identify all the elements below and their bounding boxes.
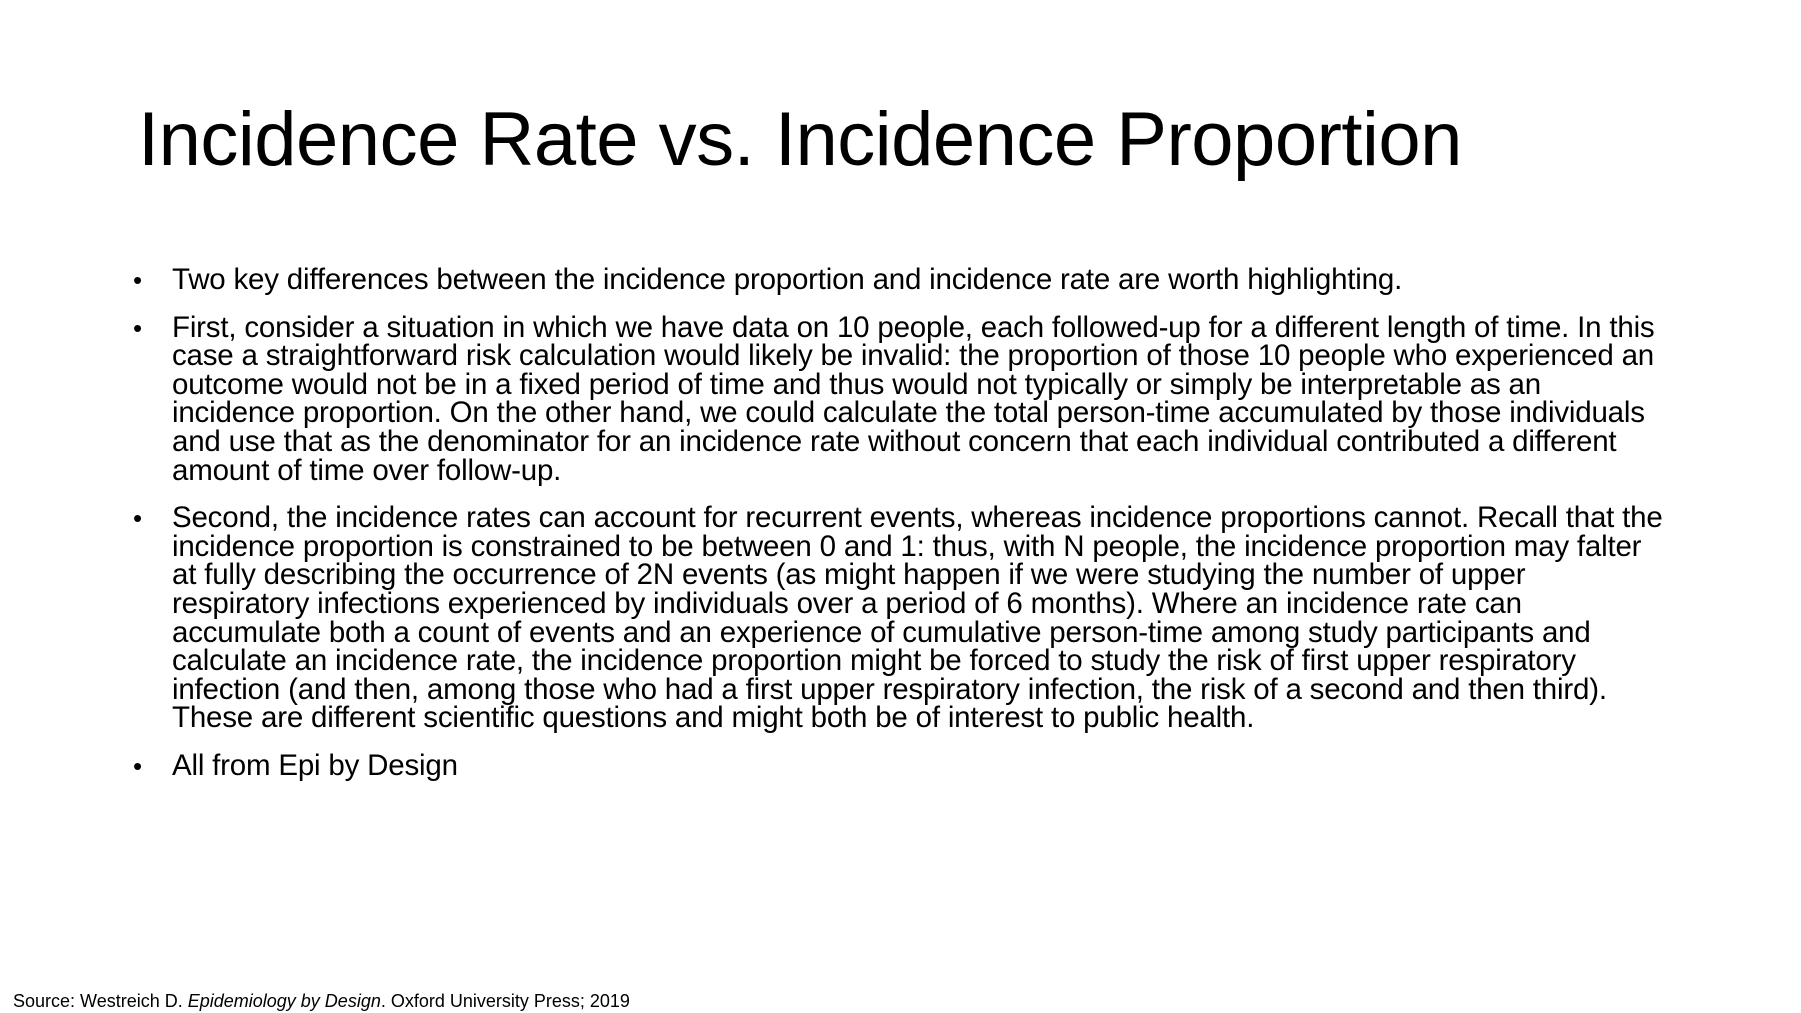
- source-prefix: Source: Westreich D.: [13, 991, 188, 1011]
- bullet-item: Two key differences between the incidenc…: [133, 265, 1663, 295]
- source-citation: Source: Westreich D. Epidemiology by Des…: [13, 990, 630, 1012]
- slide-title: Incidence Rate vs. Incidence Proportion: [138, 97, 1462, 182]
- bullet-item: First, consider a situation in which we …: [133, 312, 1663, 486]
- bullet-list: Two key differences between the incidenc…: [133, 265, 1663, 800]
- source-book-title: Epidemiology by Design: [187, 991, 381, 1011]
- bullet-item: All from Epi by Design: [133, 751, 1663, 781]
- source-suffix: . Oxford University Press; 2019: [380, 991, 630, 1011]
- bullet-item: Second, the incidence rates can account …: [133, 503, 1663, 733]
